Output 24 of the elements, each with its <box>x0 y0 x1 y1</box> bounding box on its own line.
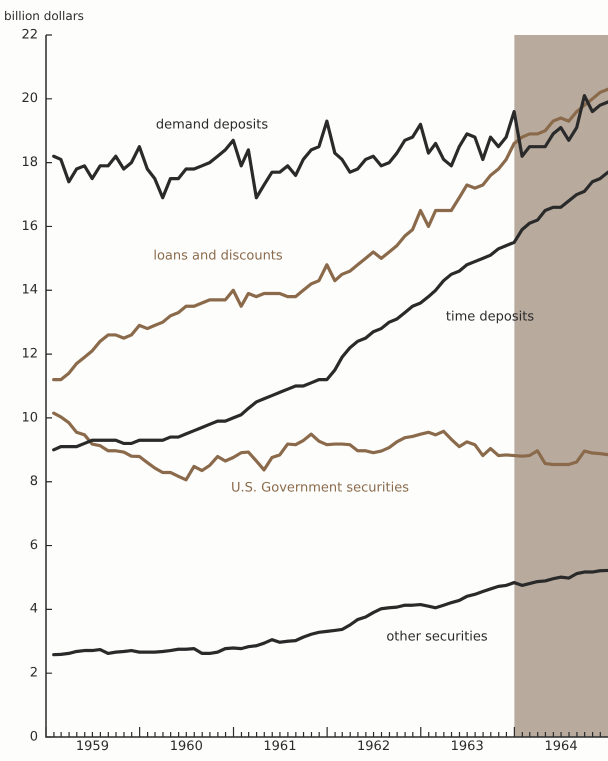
y-tick-label: 0 <box>30 729 38 744</box>
y-tick-label: 14 <box>21 282 38 298</box>
y-tick-label: 10 <box>21 410 38 426</box>
series-label: time deposits <box>446 309 534 324</box>
x-tick-label: 1960 <box>170 739 203 754</box>
series-label: demand deposits <box>156 117 268 132</box>
x-tick-label: 1962 <box>357 739 390 754</box>
x-tick-label: 1963 <box>450 739 484 754</box>
x-tick-label: 1959 <box>76 739 109 754</box>
y-tick-label: 2 <box>30 666 38 681</box>
text: loans and discounts <box>153 248 283 264</box>
series-label: U.S. Government securities <box>231 480 410 496</box>
series-label: other securities <box>386 629 488 644</box>
x-tick-label: 1964 <box>544 739 578 754</box>
y-axis-title: billion dollars <box>4 9 84 23</box>
y-tick-label: 16 <box>21 218 38 234</box>
y-tick-label: 8 <box>30 474 38 490</box>
y-tick-label: 22 <box>21 27 38 42</box>
y-tick-label: 4 <box>30 602 38 617</box>
y-tick-label: 18 <box>21 155 38 170</box>
x-tick-label: 1961 <box>263 739 296 754</box>
y-tick-label: 20 <box>21 91 38 106</box>
y-tick-label: 12 <box>21 346 38 362</box>
y-tick-label: 6 <box>30 538 38 553</box>
